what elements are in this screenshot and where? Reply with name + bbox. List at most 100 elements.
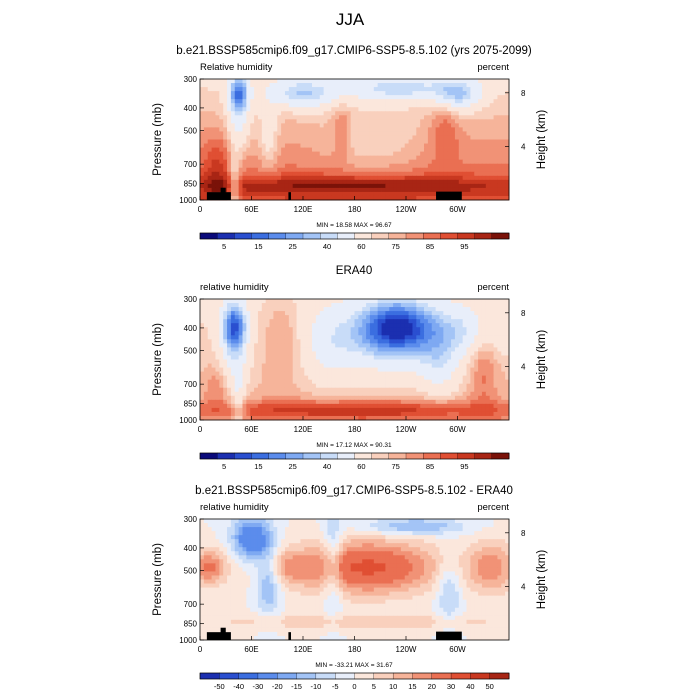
heatmap-cell xyxy=(261,411,267,417)
heatmap-cell xyxy=(412,383,417,389)
heatmap-cell xyxy=(281,351,286,356)
heatmap-cell xyxy=(389,299,394,304)
heatmap-cell xyxy=(373,151,379,157)
heatmap-cell xyxy=(246,99,251,104)
heatmap-cell xyxy=(269,519,274,524)
heatmap-cell xyxy=(485,363,491,368)
heatmap-cell xyxy=(416,95,421,100)
heatmap-cell xyxy=(319,395,324,401)
heatmap-cell xyxy=(462,91,467,96)
heatmap-cell xyxy=(470,411,475,417)
colorbar-frame xyxy=(199,452,510,460)
heatmap-cell xyxy=(339,307,344,312)
heatmap-cell xyxy=(389,79,394,84)
heatmap-cell xyxy=(505,415,510,421)
heatmap-cell xyxy=(300,383,305,389)
heatmap-cell xyxy=(377,375,382,381)
heatmap-cell xyxy=(207,363,212,368)
heatmap-cell xyxy=(292,163,297,169)
heatmap-cell xyxy=(292,127,297,132)
heatmap-cell xyxy=(288,367,294,372)
heatmap-cell xyxy=(242,163,247,169)
heatmap-cell xyxy=(385,103,390,108)
heatmap-cell xyxy=(219,411,224,417)
heatmap-cell xyxy=(443,95,448,100)
heatmap-cell xyxy=(408,411,413,417)
heatmap-cell xyxy=(400,347,406,352)
heatmap-cell xyxy=(269,147,274,152)
x-tick-label: 180 xyxy=(348,205,362,214)
heatmap-cell xyxy=(207,343,212,348)
colorbar-box xyxy=(371,232,390,240)
heatmap-cell xyxy=(443,159,448,165)
heatmap-cell xyxy=(439,339,444,344)
heatmap-cell xyxy=(327,407,332,413)
heatmap-cell xyxy=(416,175,421,181)
heatmap-cell xyxy=(257,323,263,328)
heatmap-cell xyxy=(501,103,506,108)
heatmap-cell xyxy=(424,83,429,88)
heatmap-cell xyxy=(474,167,479,173)
heatmap-cell xyxy=(358,339,363,344)
heatmap-cell xyxy=(505,183,510,189)
heatmap-cell xyxy=(331,415,336,421)
heatmap-cell xyxy=(451,115,456,120)
heatmap-cell xyxy=(447,355,452,360)
heatmap-cell xyxy=(373,311,379,316)
heatmap-cell xyxy=(393,315,398,320)
heatmap-cell xyxy=(207,387,212,393)
heatmap-cell xyxy=(265,191,270,197)
heatmap-cell xyxy=(331,355,336,360)
heatmap-cell xyxy=(443,383,448,389)
heatmap-cell xyxy=(327,391,332,397)
heatmap-cell xyxy=(404,303,409,308)
heatmap-cell xyxy=(219,311,224,316)
heatmap-cell xyxy=(366,159,371,165)
heatmap-cell xyxy=(396,415,402,421)
heatmap-cell xyxy=(427,147,433,152)
heatmap-cell xyxy=(203,375,209,381)
heatmap-cell xyxy=(485,187,491,193)
heatmap-cell xyxy=(269,131,274,136)
heatmap-cell xyxy=(362,323,367,328)
heatmap-cell xyxy=(346,151,352,157)
heatmap-cell xyxy=(350,303,355,308)
heatmap-cell xyxy=(219,171,224,177)
heatmap-cell xyxy=(350,179,355,185)
heatmap-cell xyxy=(346,131,352,136)
heatmap-cell xyxy=(265,375,270,381)
heatmap-cell xyxy=(389,191,394,197)
heatmap-cell xyxy=(292,119,297,124)
heatmap-cell xyxy=(315,359,321,364)
heatmap-cell xyxy=(257,183,263,189)
heatmap-cell xyxy=(404,379,409,385)
heatmap-cell xyxy=(354,103,359,108)
heatmap-cell xyxy=(296,299,301,304)
heatmap-cell xyxy=(342,311,348,316)
heatmap-cell xyxy=(246,339,251,344)
heatmap-cell xyxy=(381,383,386,389)
heatmap-cell xyxy=(478,151,483,157)
heatmap-cell xyxy=(366,131,371,136)
heatmap-cell xyxy=(304,87,309,92)
heatmap-cell xyxy=(489,171,494,177)
heatmap-cell xyxy=(261,391,267,397)
heatmap-cell xyxy=(424,107,429,112)
heatmap-cell xyxy=(501,323,506,328)
heatmap-cell xyxy=(481,111,487,116)
heatmap-cell xyxy=(257,127,263,132)
heatmap-cell xyxy=(373,191,379,197)
heatmap-cell xyxy=(281,79,286,84)
topography-block xyxy=(206,192,231,200)
heatmap-cell xyxy=(223,311,228,316)
heatmap-cell xyxy=(393,355,398,360)
x-tick-label: 180 xyxy=(348,425,362,434)
heatmap-cell xyxy=(342,99,348,104)
heatmap-cell xyxy=(404,191,409,197)
heatmap-cell xyxy=(315,299,321,304)
heatmap-cell xyxy=(211,379,216,385)
heatmap-cell xyxy=(424,95,429,100)
heatmap-cell xyxy=(327,175,332,181)
heatmap-cell xyxy=(493,311,498,316)
heatmap-cell xyxy=(470,371,475,377)
